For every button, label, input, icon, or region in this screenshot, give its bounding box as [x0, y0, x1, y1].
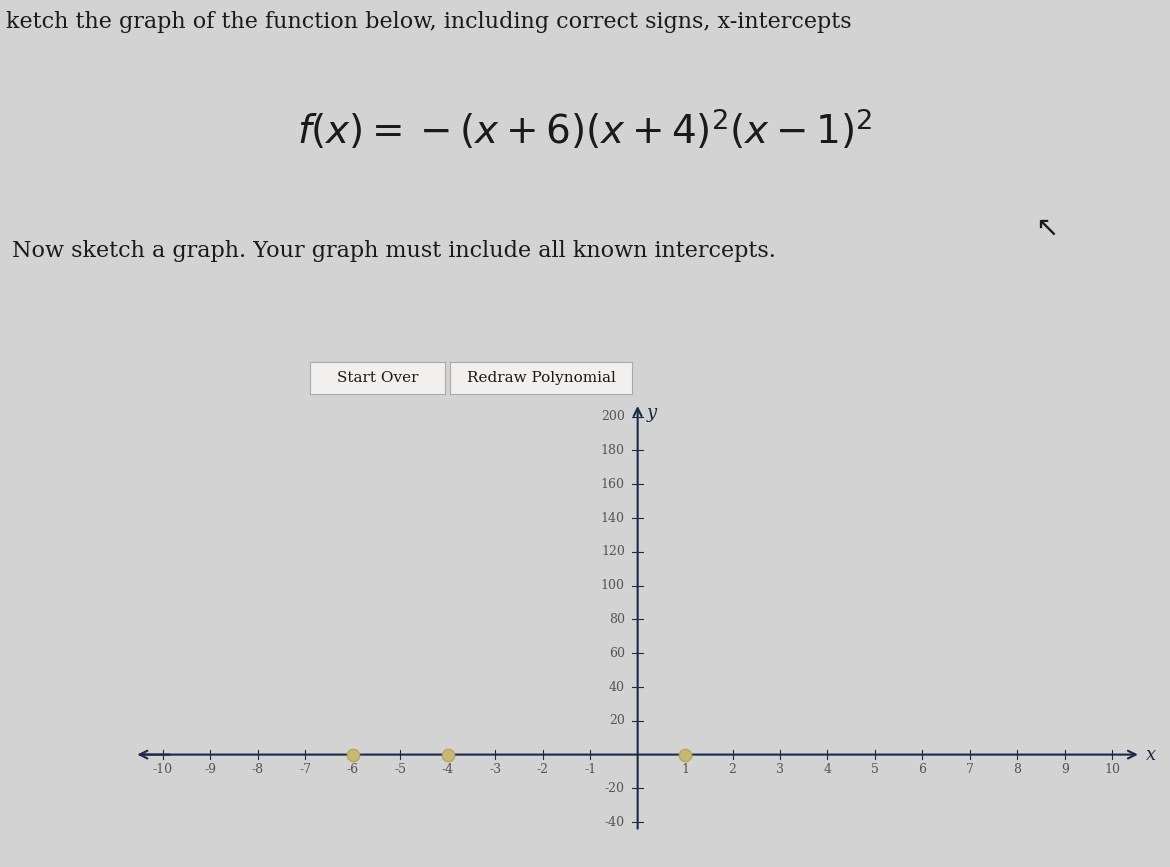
- Text: -6: -6: [346, 763, 359, 776]
- Text: 9: 9: [1061, 763, 1068, 776]
- Text: 7: 7: [966, 763, 973, 776]
- Text: ketch the graph of the function below, including correct signs, x-intercepts: ketch the graph of the function below, i…: [6, 11, 852, 34]
- Text: Start Over: Start Over: [337, 371, 418, 385]
- Text: -7: -7: [300, 763, 311, 776]
- Text: -3: -3: [489, 763, 501, 776]
- Text: y: y: [647, 404, 658, 422]
- Text: 200: 200: [601, 410, 625, 423]
- Text: 40: 40: [608, 681, 625, 694]
- Text: 6: 6: [918, 763, 927, 776]
- Text: 5: 5: [870, 763, 879, 776]
- Text: -40: -40: [605, 816, 625, 829]
- Text: 20: 20: [608, 714, 625, 727]
- Text: 60: 60: [608, 647, 625, 660]
- Text: x: x: [1145, 746, 1156, 764]
- Text: 100: 100: [601, 579, 625, 592]
- Text: Now sketch a graph. Your graph must include all known intercepts.: Now sketch a graph. Your graph must incl…: [12, 240, 776, 263]
- Text: -4: -4: [442, 763, 454, 776]
- Text: 2: 2: [729, 763, 736, 776]
- Text: 120: 120: [601, 545, 625, 558]
- Text: -1: -1: [584, 763, 597, 776]
- Text: Redraw Polynomial: Redraw Polynomial: [467, 371, 615, 385]
- Text: -9: -9: [205, 763, 216, 776]
- Text: 4: 4: [824, 763, 832, 776]
- Text: -2: -2: [537, 763, 549, 776]
- Text: 1: 1: [681, 763, 689, 776]
- Text: 3: 3: [776, 763, 784, 776]
- Text: 8: 8: [1013, 763, 1021, 776]
- Text: 140: 140: [601, 512, 625, 525]
- Text: $f(x) = -(x+6)(x+4)^2(x-1)^2$: $f(x) = -(x+6)(x+4)^2(x-1)^2$: [297, 107, 873, 152]
- Text: 160: 160: [601, 478, 625, 491]
- Text: 10: 10: [1104, 763, 1120, 776]
- Text: 180: 180: [601, 444, 625, 457]
- Text: -10: -10: [153, 763, 173, 776]
- Text: -20: -20: [605, 782, 625, 795]
- Text: -8: -8: [252, 763, 264, 776]
- Text: -5: -5: [394, 763, 406, 776]
- Text: ↖: ↖: [1035, 213, 1059, 242]
- Text: 80: 80: [608, 613, 625, 626]
